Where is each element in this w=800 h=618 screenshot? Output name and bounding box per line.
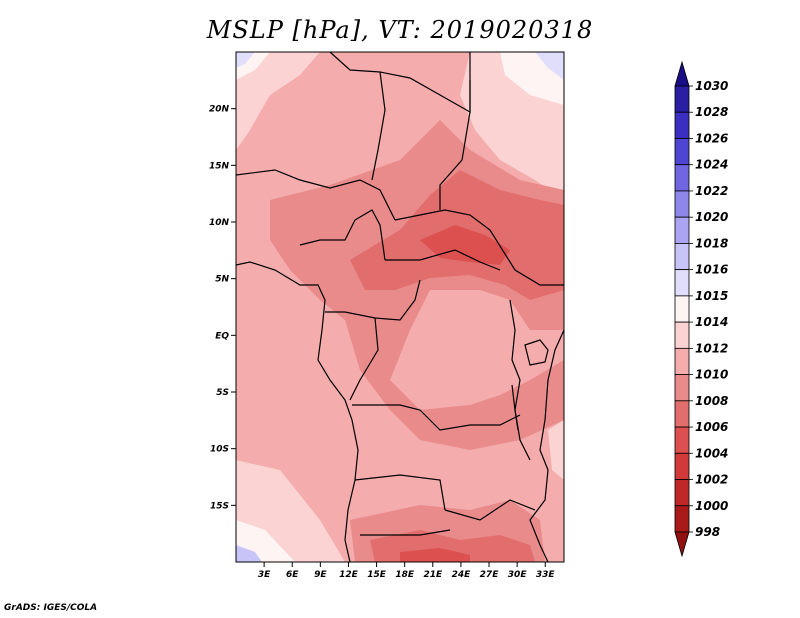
colorbar-label: 1004	[695, 446, 728, 460]
colorbar-box	[674, 269, 690, 297]
colorbar-label: 1024	[695, 158, 728, 172]
colorbar-label: 1028	[695, 105, 728, 119]
colorbar-label: 1016	[695, 263, 728, 277]
border-13	[360, 529, 451, 536]
contour-1016-ne	[535, 52, 564, 80]
lon-label: 21E	[423, 570, 443, 580]
lon-label: 33E	[536, 570, 556, 580]
lat-label: 20N	[209, 105, 230, 115]
contour-1016-north	[236, 52, 255, 68]
longitude-axis: 3E 6E 9E 12E 15E 18E 21E 24E 27E 30E 33E	[258, 562, 556, 580]
lon-label: 3E	[258, 570, 271, 580]
colorbar-label: 1030	[695, 79, 728, 93]
lon-label: 27E	[480, 570, 500, 580]
colorbar-label: 1018	[695, 236, 728, 250]
lon-label: 15E	[367, 570, 387, 580]
colorbar-box	[674, 505, 690, 533]
colorbar-box	[674, 452, 690, 480]
border-11	[354, 474, 446, 511]
border-4	[439, 80, 471, 210]
lon-label: 30E	[508, 570, 528, 580]
footer-credit: GrADS: IGES/COLA	[4, 603, 98, 613]
contour-1012-north	[236, 52, 320, 150]
colorbar-label: 1014	[695, 315, 728, 329]
lat-label: EQ	[215, 331, 229, 341]
colorbar-label: 1022	[695, 184, 728, 198]
map-frame	[235, 51, 565, 563]
colorbar-box	[674, 243, 690, 271]
lat-label: 15S	[210, 501, 229, 511]
border-12	[444, 499, 536, 521]
border-6	[299, 209, 386, 261]
lon-label: 12E	[339, 570, 359, 580]
lat-label: 5S	[216, 388, 229, 398]
contour-1016-sw	[236, 545, 262, 562]
latitude-axis: 20N 15N 10N 5N EQ 5S 10S 15S	[209, 105, 236, 511]
colorbar-box	[674, 400, 690, 428]
lon-label: 18E	[395, 570, 415, 580]
colorbar-box	[674, 479, 690, 507]
colorbar-label: 1000	[695, 499, 728, 513]
coastline-west	[236, 261, 359, 562]
border-14	[509, 299, 531, 461]
colorbar-label: 998	[695, 525, 720, 539]
contour-1004-central	[420, 225, 510, 265]
border-10	[352, 404, 521, 431]
colorbar-box	[674, 426, 690, 454]
colorbar-label: 1015	[695, 289, 728, 303]
contour-1004-south	[400, 548, 470, 562]
colorbar: 1030 1028 1026 1024 1022 1020 1018 1016 1015 1014…	[674, 60, 728, 558]
colorbar-label: 1002	[695, 473, 728, 487]
colorbar-label: 1012	[695, 341, 728, 355]
lat-label: 15N	[209, 161, 230, 171]
border-7	[385, 249, 501, 271]
border-1	[236, 169, 396, 221]
colorbar-box	[674, 164, 690, 192]
contour-1012-se	[548, 420, 564, 480]
colorbar-box	[674, 138, 690, 166]
border-9	[349, 317, 379, 401]
colorbar-box	[674, 347, 690, 375]
colorbar-label: 1026	[695, 131, 728, 145]
mslp-field	[236, 52, 564, 562]
colorbar-bottom-arrow	[674, 531, 690, 558]
lat-label: 10N	[209, 218, 230, 228]
coastline-east	[529, 329, 564, 562]
colorbar-box	[674, 216, 690, 244]
lon-label: 6E	[286, 570, 299, 580]
colorbar-top-arrow	[674, 60, 690, 87]
lat-label: 10S	[210, 445, 229, 455]
colorbar-box	[674, 321, 690, 349]
colorbar-box	[674, 374, 690, 402]
colorbar-box	[674, 111, 690, 139]
borders	[236, 52, 564, 562]
border-3	[371, 71, 386, 181]
colorbar-label: 1020	[695, 210, 728, 224]
colorbar-label: 1010	[695, 368, 728, 382]
colorbar-box	[674, 295, 690, 323]
lake-victoria	[524, 339, 549, 366]
chart-title: MSLP [hPa], VT: 2019020318	[206, 16, 594, 44]
colorbar-label: 1006	[695, 420, 728, 434]
lon-label: 24E	[452, 570, 472, 580]
colorbar-box	[674, 85, 690, 113]
border-8	[325, 279, 421, 321]
border-5	[394, 209, 564, 286]
colorbar-box	[674, 190, 690, 218]
lon-label: 9E	[314, 570, 327, 580]
lat-label: 5N	[215, 275, 229, 285]
lake-tanganyika	[511, 384, 519, 431]
colorbar-label: 1008	[695, 394, 728, 408]
